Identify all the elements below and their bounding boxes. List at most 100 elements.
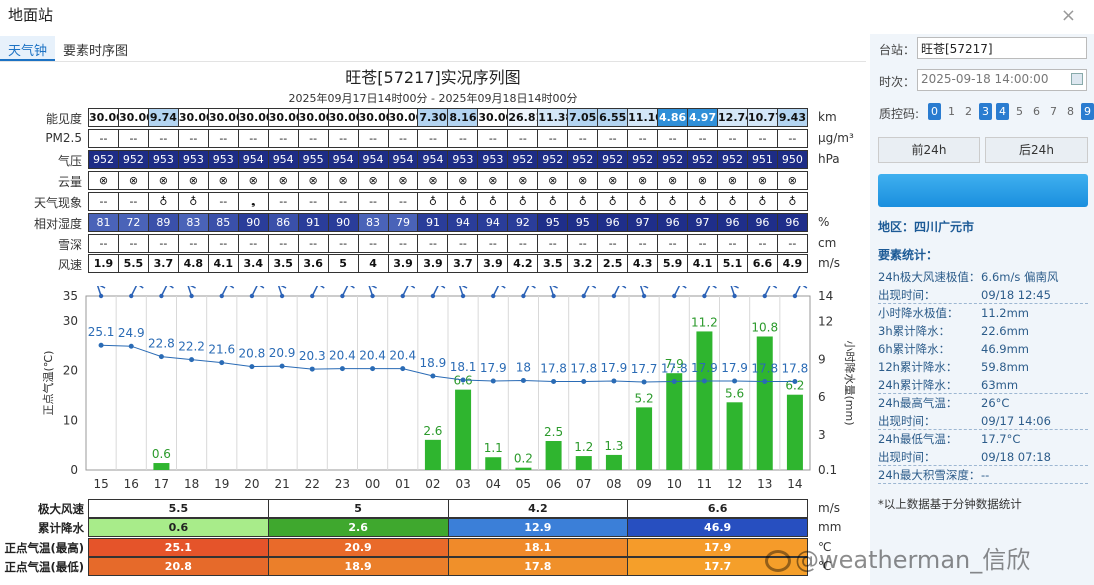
tab-weather-clock[interactable]: 天气钟: [0, 36, 56, 61]
cell-wind: 2.5: [598, 255, 629, 272]
cell-pres: 955: [298, 151, 329, 168]
precip-bar: [515, 467, 532, 470]
stat-value: 6.6m/s 偏南风: [981, 270, 1059, 284]
wind-barb-icon: [522, 286, 530, 297]
qc-code-0[interactable]: 0: [928, 103, 941, 120]
cell-vis: 30.00: [358, 109, 389, 126]
cell-rh: 72: [118, 214, 149, 231]
qc-code-9[interactable]: 9: [1081, 103, 1094, 120]
summary-cell-rainsum: 46.9: [628, 519, 807, 536]
cell-pm25: --: [568, 130, 599, 147]
row-unit-wind: m/s: [818, 256, 840, 270]
cell-wx: ♁: [538, 193, 569, 210]
cell-pres: 954: [268, 151, 299, 168]
wind-barb-icon: [259, 286, 265, 289]
cell-pres: 951: [747, 151, 778, 168]
cell-wx: --: [119, 193, 149, 210]
cell-pm25: --: [688, 130, 719, 147]
stat-key: 24h累计降水：: [878, 378, 958, 392]
x-tick: 21: [274, 477, 289, 491]
wind-barb-icon: [613, 286, 620, 297]
cell-wind: 4.1: [688, 255, 719, 272]
cell-pres: 952: [688, 151, 719, 168]
row-label-cloud: 云量: [57, 175, 82, 189]
qc-code-4[interactable]: 4: [996, 103, 1009, 120]
temperature-point: [641, 379, 647, 385]
qc-code-7[interactable]: 7: [1050, 105, 1057, 118]
row-wx: -- -- ♁ ♁ -- ❟ -- -- -- -- -- ♁ ♁ ♁ ♁ ♁ ♁ ♁ ♁ ♁ ♁ ♁ ♁ ♁: [88, 192, 808, 211]
wind-barb-icon: [159, 293, 164, 299]
wind-barb-icon: [311, 286, 319, 297]
qc-code-2[interactable]: 2: [965, 105, 972, 118]
cell-cloud: ⊗: [448, 172, 479, 189]
cell-cloud: ⊗: [418, 172, 449, 189]
wind-barb-icon: [461, 286, 468, 289]
cell-vis: 30.00: [208, 109, 239, 126]
qc-code-5[interactable]: 5: [1016, 105, 1023, 118]
close-icon[interactable]: ×: [1060, 5, 1076, 26]
precip-label: 7.9: [665, 357, 684, 371]
stat-item: 小时降水极值： 11.2mm: [878, 304, 1088, 322]
x-tick: 14: [787, 477, 802, 491]
time-input[interactable]: 2025-09-18 14:00:00: [917, 69, 1087, 91]
chart-subtitle: 2025年09月17日14时00分 - 2025年09月18日14时00分: [288, 92, 578, 105]
cell-vis: 11.38: [538, 109, 569, 126]
qc-code-3[interactable]: 3: [979, 103, 992, 120]
prev-24h-button[interactable]: 前24h: [878, 137, 980, 163]
cell-rh: 96: [747, 214, 778, 231]
cell-cloud: ⊗: [538, 172, 569, 189]
cell-rh: 85: [208, 214, 239, 231]
cell-pm25: --: [598, 130, 629, 147]
cell-cloud: ⊗: [89, 172, 119, 189]
temperature-line: [101, 344, 795, 383]
qc-code-8[interactable]: 8: [1067, 105, 1074, 118]
cell-pm25: --: [628, 130, 659, 147]
stats-note: *以上数据基于分钟数据统计: [878, 497, 1022, 511]
x-tick: 22: [305, 477, 320, 491]
stat-value: 17.7°C: [981, 432, 1021, 446]
cell-wind: 5.1: [718, 255, 748, 272]
summary-label-rainsum: 累计降水: [38, 521, 84, 535]
cell-snow: --: [788, 237, 797, 250]
cell-pres: 953: [178, 151, 209, 168]
precip-label: 2.5: [544, 425, 563, 439]
qc-code-6[interactable]: 6: [1033, 105, 1040, 118]
cell-wx: --: [329, 193, 359, 210]
cell-snow: --: [748, 235, 778, 252]
station-input[interactable]: 旺苍[57217]: [917, 37, 1087, 59]
cell-vis: 12.74: [718, 109, 748, 126]
qc-code-1[interactable]: 1: [948, 105, 955, 118]
cell-wind: 3.7: [448, 255, 479, 272]
precip-label: 0.6: [152, 447, 171, 461]
cell-wx: ♁: [688, 193, 719, 210]
summary-cell-tmax: 17.9: [628, 539, 807, 556]
y-right-axis-title: 小时降水量(mm): [843, 340, 857, 425]
calendar-icon[interactable]: [1071, 73, 1083, 85]
temperature-point: [430, 373, 436, 379]
precip-label: 1.1: [484, 441, 503, 455]
wind-barb-icon: [672, 293, 677, 299]
tab-element-series[interactable]: 要素时序图: [63, 44, 129, 59]
x-tick: 23: [335, 477, 350, 491]
wind-barb-icon: [229, 286, 235, 289]
temperature-point: [490, 378, 496, 384]
precip-bar: [726, 402, 743, 470]
query-button[interactable]: [878, 174, 1088, 207]
stat-key: 24h最高气温：: [878, 396, 958, 410]
cell-snow: --: [119, 235, 149, 252]
cell-wind: 1.9: [89, 255, 119, 272]
wind-barb-icon: [792, 293, 798, 299]
cell-wind: 5: [329, 255, 359, 272]
stat-item: 12h累计降水： 59.8mm: [878, 358, 1088, 376]
wind-barb-icon: [491, 293, 496, 299]
cell-pres: 953: [148, 151, 179, 168]
wind-barb-icon: [130, 286, 138, 297]
y-right-tick: 14: [818, 289, 833, 303]
wind-barb-icon: [279, 293, 285, 299]
temperature-label: 17.9: [601, 361, 628, 375]
cell-wind: 4.9: [782, 257, 803, 270]
cell-cloud: ⊗: [658, 172, 689, 189]
next-24h-button[interactable]: 后24h: [985, 137, 1088, 163]
stat-item: 出现时间： 09/18 12:45: [878, 286, 1088, 304]
row-label-vis: 能见度: [45, 112, 82, 126]
